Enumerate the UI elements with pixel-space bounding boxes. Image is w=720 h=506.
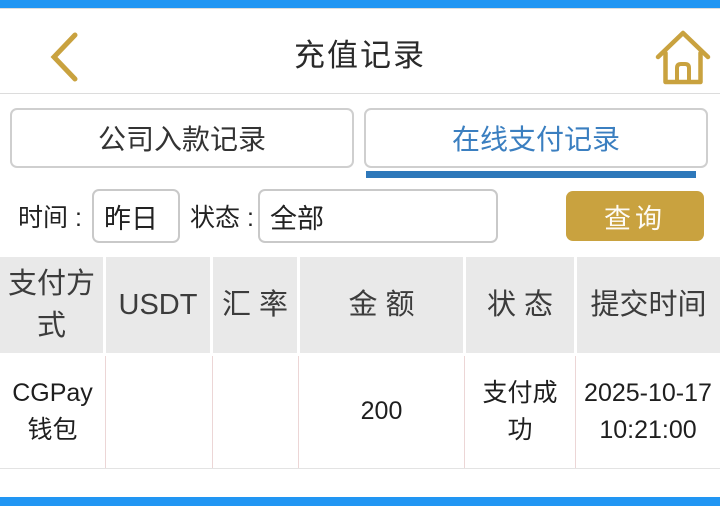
- cell-payment-method: CGPay钱包: [0, 356, 105, 468]
- time-filter-input[interactable]: [92, 189, 180, 243]
- col-header-status: 状 态: [466, 257, 574, 353]
- cell-rate: [212, 356, 298, 468]
- cell-amount: 200: [298, 356, 464, 468]
- time-filter-label: 时间 :: [18, 204, 82, 232]
- tab-online-payment-records[interactable]: 在线支付记录: [364, 108, 708, 168]
- cell-submit-time: 2025-10-17 10:21:00: [575, 356, 720, 468]
- page-header: 充值记录: [0, 10, 720, 94]
- cell-status: 支付成功: [464, 356, 575, 468]
- status-filter-input[interactable]: [258, 189, 498, 243]
- filter-bar: 时间 : 状态 : 查询: [0, 186, 720, 246]
- home-icon: [655, 30, 711, 85]
- query-button[interactable]: 查询: [566, 191, 704, 241]
- cell-usdt: [105, 356, 212, 468]
- table-row: CGPay钱包 200 支付成功 2025-10-17 10:21:00: [0, 356, 720, 469]
- col-header-payment-method: 支付方式: [0, 257, 103, 353]
- col-header-amount: 金 额: [300, 257, 463, 353]
- bottom-edge-bar: [0, 497, 720, 506]
- active-tab-underline: [366, 171, 696, 178]
- table-header-row: 支付方式 USDT 汇 率 金 额 状 态 提交时间: [0, 257, 720, 353]
- home-button[interactable]: [654, 26, 712, 88]
- chevron-left-icon: [50, 32, 78, 82]
- page-title: 充值记录: [294, 37, 426, 73]
- col-header-rate: 汇 率: [213, 257, 297, 353]
- status-filter-label: 状态 :: [190, 204, 254, 232]
- tab-company-deposit-records[interactable]: 公司入款记录: [10, 108, 354, 168]
- col-header-submit-time: 提交时间: [577, 257, 720, 353]
- top-edge-bar: [0, 0, 720, 9]
- tab-company-label: 公司入款记录: [97, 124, 266, 155]
- col-header-usdt: USDT: [106, 257, 210, 353]
- tab-online-label: 在线支付记录: [451, 124, 620, 155]
- back-button[interactable]: [46, 30, 82, 84]
